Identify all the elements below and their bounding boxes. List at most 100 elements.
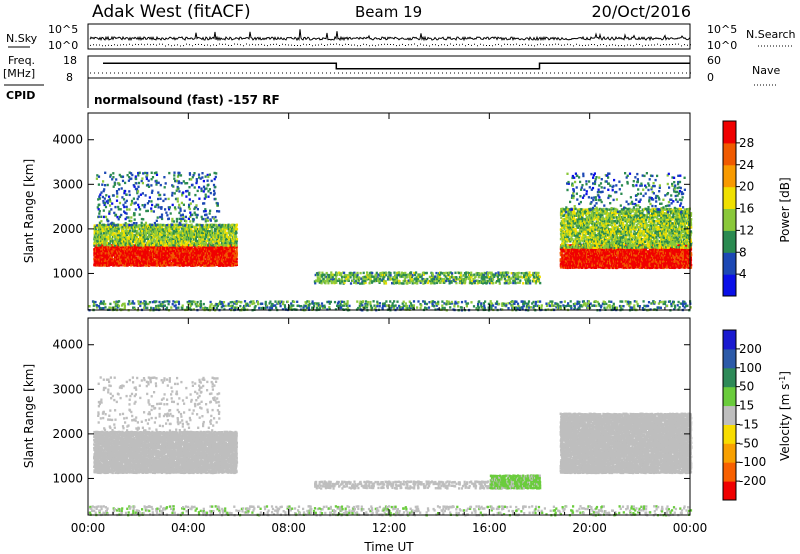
scatter-cell <box>132 222 136 225</box>
scatter-cell <box>216 260 219 263</box>
scatter-cell <box>142 218 145 221</box>
scatter-cell <box>227 227 230 231</box>
scatter-cell <box>147 183 150 187</box>
scatter-cell <box>215 172 218 175</box>
scatter-cell <box>109 244 112 247</box>
scatter-cell <box>481 282 485 285</box>
scatter-cell <box>99 252 102 255</box>
scatter-cell <box>455 277 458 280</box>
scatter-cell <box>113 253 116 257</box>
scatter-cell <box>190 243 194 247</box>
scatter-cell <box>563 262 566 266</box>
scatter-cell <box>124 236 128 239</box>
scatter-cell <box>426 281 429 285</box>
scatter-cell <box>164 260 167 263</box>
freq-label: Freq. <box>8 54 35 67</box>
scatter-cell <box>106 257 109 261</box>
scatter-cell <box>122 230 125 233</box>
scatter-cell <box>595 249 598 253</box>
scatter-cell <box>178 181 181 184</box>
scatter-cell <box>183 219 187 222</box>
scatter-cell <box>157 197 160 201</box>
scatter-cell <box>156 233 159 236</box>
scatter-cell <box>180 254 183 257</box>
scatter-cell <box>111 202 114 205</box>
scatter-cell <box>114 260 117 263</box>
scatter-cell <box>176 175 180 178</box>
scatter-cell <box>579 262 582 265</box>
scatter-cell <box>353 277 356 280</box>
scatter-cell <box>120 228 123 231</box>
scatter-cell <box>106 231 109 234</box>
scatter-cell <box>105 200 108 203</box>
scatter-cell <box>144 231 147 235</box>
scatter-cell <box>201 172 204 175</box>
scatter-cell <box>585 248 588 251</box>
scatter-cell <box>128 208 131 211</box>
scatter-cell <box>93 231 96 235</box>
scatter-cell <box>150 207 153 210</box>
scatter-cell <box>159 193 162 197</box>
scatter-cell <box>193 253 196 257</box>
scatter-cell <box>146 225 149 229</box>
scatter-cell <box>381 273 384 276</box>
scatter-cell <box>201 224 204 227</box>
scatter-cell <box>328 277 331 280</box>
scatter-cell <box>394 276 397 279</box>
scatter-cell <box>489 278 492 281</box>
scatter-cell <box>349 282 353 285</box>
scatter-cell <box>209 209 212 212</box>
scatter-cell <box>363 275 366 279</box>
scatter-cell <box>124 250 128 253</box>
scatter-cell <box>504 271 508 274</box>
scatter-cell <box>151 228 154 231</box>
scatter-cell <box>149 238 152 241</box>
scatter-cell <box>587 250 591 253</box>
scatter-cell <box>165 237 169 240</box>
scatter-cell <box>594 262 597 265</box>
scatter-cell <box>98 235 101 238</box>
scatter-cell <box>219 231 223 234</box>
scatter-cell <box>103 215 106 219</box>
scatter-cell <box>177 225 180 229</box>
scatter-cell <box>188 224 191 227</box>
scatter-cell <box>120 257 123 260</box>
scatter-cell <box>143 205 146 209</box>
scatter-cell <box>210 238 213 241</box>
scatter-cell <box>193 172 196 175</box>
scatter-cell <box>151 223 154 227</box>
scatter-cell <box>522 282 525 285</box>
scatter-cell <box>468 273 471 277</box>
scatter-cell <box>171 257 174 261</box>
scatter-cell <box>233 235 237 239</box>
scatter-cell <box>207 183 210 186</box>
scatter-cell <box>402 272 405 275</box>
scatter-cell <box>586 257 589 261</box>
scatter-cell <box>340 278 343 281</box>
scatter-cell <box>516 277 519 281</box>
scatter-cell <box>606 250 609 253</box>
scatter-cell <box>224 250 227 253</box>
scatter-cell <box>537 274 540 277</box>
scatter-cell <box>142 248 145 251</box>
scatter-cell <box>196 213 199 217</box>
scatter-cell <box>165 261 168 265</box>
scatter-cell <box>182 243 185 246</box>
scatter-cell <box>174 208 177 211</box>
scatter-cell <box>210 243 213 247</box>
scatter-cell <box>108 226 111 229</box>
scatter-cell <box>177 227 180 230</box>
scatter-cell <box>224 257 227 260</box>
scatter-cell <box>154 235 157 238</box>
scatter-cell <box>218 210 221 213</box>
scatter-cell <box>166 231 170 234</box>
scatter-cell <box>150 209 153 213</box>
scatter-cell <box>568 255 571 259</box>
scatter-cell <box>194 235 197 239</box>
scatter-cell <box>231 241 235 245</box>
scatter-cell <box>224 231 227 235</box>
scatter-cell <box>141 204 144 207</box>
scatter-cell <box>214 253 217 257</box>
scatter-cell <box>235 231 238 235</box>
scatter-cell <box>616 252 619 255</box>
